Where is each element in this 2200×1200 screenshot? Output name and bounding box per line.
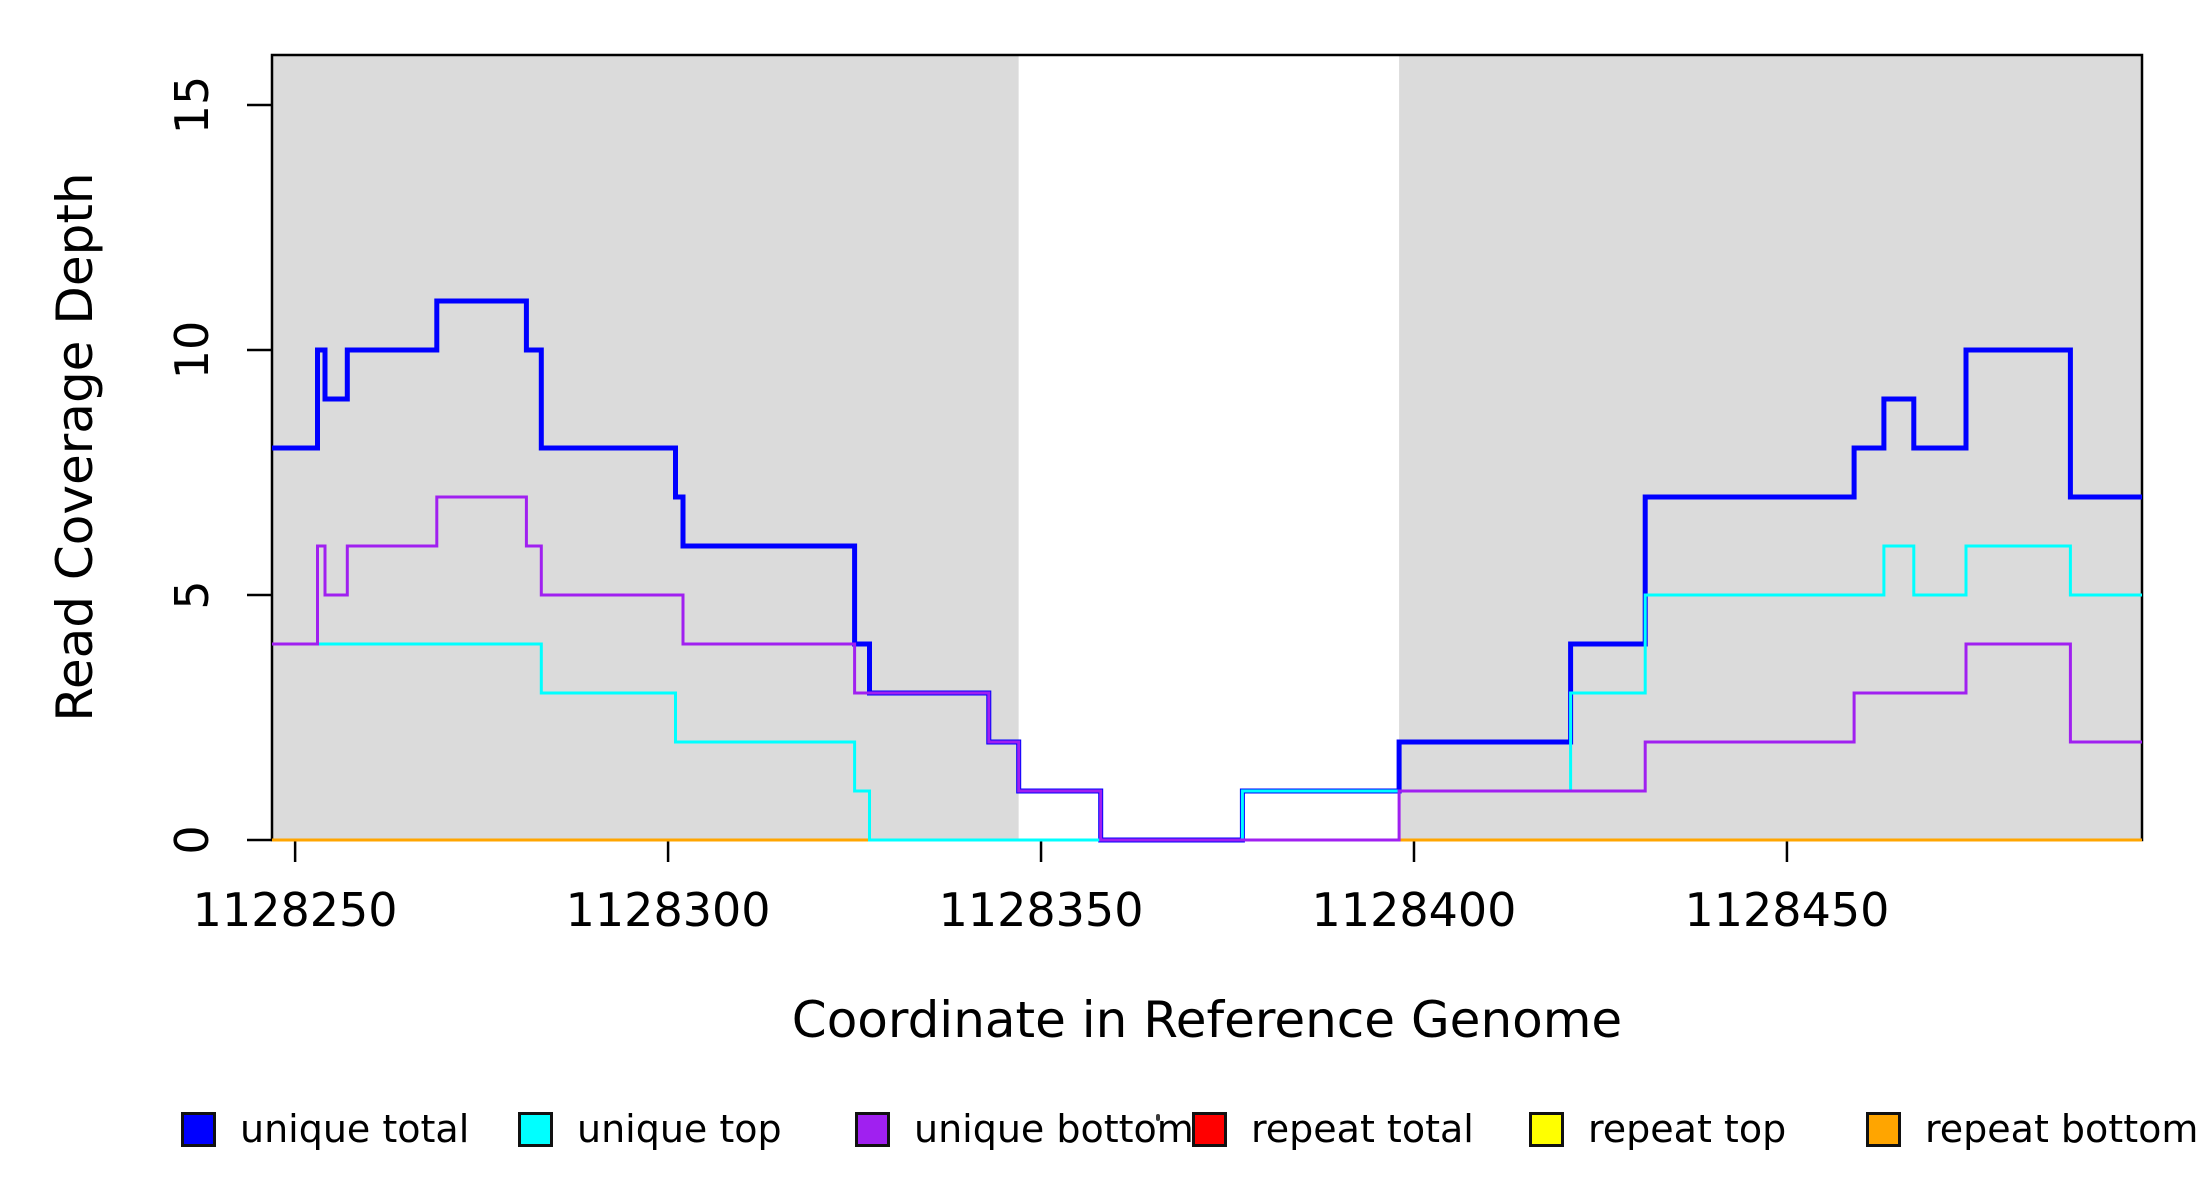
legend-item-unique-top: unique top — [518, 1107, 782, 1151]
legend-swatch-unique-bottom — [855, 1111, 890, 1147]
y-tick-label-10: 10 — [165, 320, 219, 380]
legend-label: repeat total — [1251, 1107, 1474, 1151]
legend-label: repeat bottom — [1925, 1107, 2199, 1151]
legend-label: unique total — [240, 1107, 470, 1151]
legend-swatch-repeat-total — [1192, 1111, 1227, 1147]
legend-item-unique-total: unique total — [181, 1107, 469, 1151]
legend-label: repeat top — [1588, 1107, 1787, 1151]
legend-swatch-unique-total — [181, 1111, 216, 1147]
y-tick-label-0: 0 — [165, 825, 219, 855]
legend-item-repeat-top: repeat top — [1529, 1107, 1786, 1151]
x-tick-label-1128350: 1128350 — [938, 883, 1144, 937]
x-tick-label-1128400: 1128400 — [1311, 883, 1517, 937]
legend-label: unique top — [577, 1107, 782, 1151]
x-tick-label-1128450: 1128450 — [1684, 883, 1890, 937]
series-line-unique-top — [272, 544, 2142, 842]
legend-item-repeat-total: repeat total — [1192, 1107, 1474, 1151]
y-tick-label-15: 15 — [165, 75, 219, 135]
stray-mark — [1156, 1114, 1160, 1121]
legend-item-unique-bottom: unique bottom — [855, 1107, 1194, 1151]
x-tick-label-1128300: 1128300 — [565, 883, 771, 937]
right-gray-block — [1399, 55, 2142, 840]
series-line-unique-bottom — [272, 495, 2142, 842]
y-axis-title: Read Coverage Depth — [46, 172, 104, 722]
x-axis-title: Coordinate in Reference Genome — [791, 991, 1623, 1049]
x-tick-label-1128250: 1128250 — [192, 883, 398, 937]
legend-item-repeat-bottom: repeat bottom — [1866, 1107, 2198, 1151]
legend-swatch-repeat-bottom — [1866, 1111, 1901, 1147]
legend-swatch-repeat-top — [1529, 1111, 1564, 1147]
legend-label: unique bottom — [914, 1107, 1194, 1151]
y-tick-label-5: 5 — [165, 580, 219, 610]
legend-swatch-unique-top — [518, 1111, 553, 1147]
